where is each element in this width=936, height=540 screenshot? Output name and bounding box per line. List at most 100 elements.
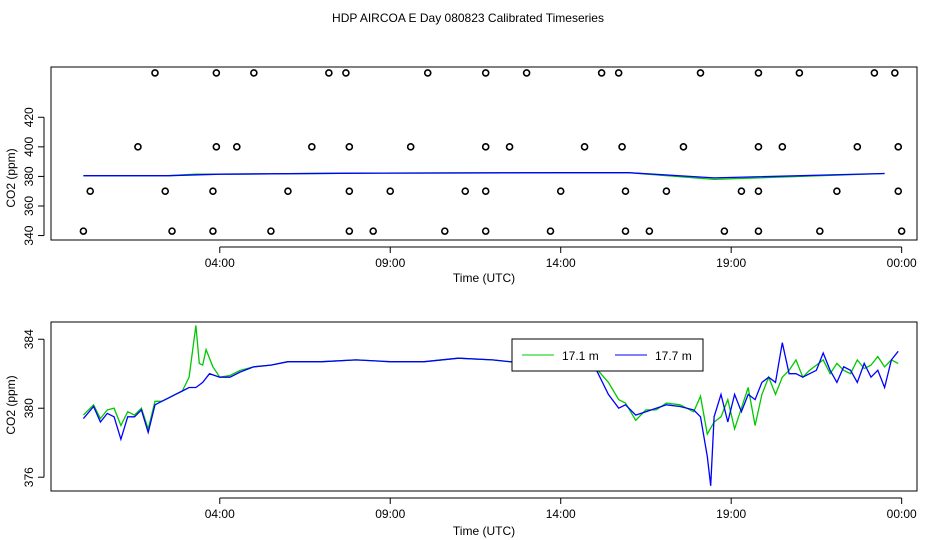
calibration-marker bbox=[345, 143, 354, 151]
calibration-marker bbox=[795, 69, 804, 77]
calibration-marker bbox=[833, 187, 841, 196]
calibration-marker bbox=[597, 69, 606, 77]
x-tick-label: 04:00 bbox=[205, 256, 235, 270]
calibration-marker bbox=[86, 187, 95, 196]
calibration-marker bbox=[870, 69, 879, 77]
y-tick-label: 400 bbox=[22, 137, 36, 157]
calibration-marker bbox=[618, 143, 626, 151]
calibration-marker bbox=[345, 187, 354, 196]
y-tick-label: 420 bbox=[22, 107, 36, 127]
chart-title: HDP AIRCOA E Day 080823 Calibrated Times… bbox=[332, 11, 604, 25]
calibration-marker bbox=[233, 143, 241, 151]
y-tick-label: 376 bbox=[22, 467, 36, 487]
calibration-marker bbox=[522, 69, 531, 77]
calibration-marker bbox=[621, 187, 630, 196]
series-line-blue bbox=[83, 172, 885, 179]
x-tick-label: 14:00 bbox=[546, 507, 576, 521]
x-tick-label: 09:00 bbox=[375, 256, 405, 270]
calibration-marker bbox=[250, 69, 258, 77]
calibration-marker bbox=[481, 69, 490, 77]
calibration-marker bbox=[737, 187, 746, 196]
calibration-marker bbox=[284, 187, 292, 196]
calibration-marker bbox=[209, 227, 217, 235]
calibration-marker bbox=[212, 143, 221, 151]
y-tick-label: 340 bbox=[22, 225, 36, 245]
calibration-marker bbox=[151, 69, 159, 77]
calibration-marker bbox=[212, 69, 221, 77]
calibration-marker bbox=[325, 69, 333, 77]
calibration-marker bbox=[696, 69, 705, 77]
calibration-marker bbox=[308, 143, 316, 151]
calibration-marker bbox=[679, 143, 688, 151]
calibration-marker bbox=[778, 143, 787, 151]
calibration-marker bbox=[209, 187, 217, 196]
calibration-marker bbox=[754, 69, 763, 77]
y-tick-label: 360 bbox=[22, 196, 36, 216]
calibration-marker bbox=[894, 143, 903, 151]
calibration-marker bbox=[662, 187, 671, 196]
x-tick-label: 00:00 bbox=[887, 507, 917, 521]
calibration-marker bbox=[423, 69, 432, 77]
bottom-x-axis: 04:00 09:00 14:00 19:00 00:00 bbox=[205, 497, 917, 521]
calibration-marker bbox=[168, 227, 176, 235]
calibration-marker bbox=[754, 143, 763, 151]
top-y-axis-label: CO2 (ppm) bbox=[4, 148, 18, 207]
y-tick-label: 380 bbox=[22, 166, 36, 186]
calibration-marker bbox=[546, 227, 555, 235]
calibration-marker bbox=[505, 143, 514, 151]
calibration-marker bbox=[720, 227, 729, 235]
calibration-marker bbox=[481, 187, 490, 196]
top-y-axis: 340 360 380 400 420 bbox=[22, 107, 45, 246]
calibration-marker bbox=[754, 187, 763, 196]
calibration-marker bbox=[161, 187, 170, 196]
top-series-lines bbox=[83, 172, 885, 181]
calibration-marker bbox=[481, 143, 490, 151]
calibration-marker bbox=[345, 227, 354, 235]
legend-label-17-1m: 17.1 m bbox=[562, 349, 599, 363]
x-tick-label: 19:00 bbox=[716, 507, 746, 521]
calibration-marker bbox=[386, 187, 395, 196]
calibration-marker bbox=[894, 187, 903, 196]
calibration-marker bbox=[79, 227, 88, 235]
calibration-marker bbox=[481, 227, 490, 235]
x-tick-label: 19:00 bbox=[716, 256, 746, 270]
calibration-marker bbox=[556, 187, 565, 196]
calibration-marker bbox=[342, 69, 350, 77]
top-markers bbox=[79, 69, 906, 235]
calibration-marker bbox=[369, 227, 377, 235]
calibration-marker bbox=[267, 227, 275, 235]
calibration-marker bbox=[816, 227, 824, 235]
x-tick-label: 09:00 bbox=[375, 507, 405, 521]
calibration-marker bbox=[621, 227, 630, 235]
bottom-y-axis-label: CO2 (ppm) bbox=[4, 375, 18, 434]
calibration-marker bbox=[645, 227, 654, 235]
calibration-marker bbox=[614, 69, 623, 77]
calibration-marker bbox=[853, 143, 862, 151]
bottom-x-axis-label: Time (UTC) bbox=[453, 524, 515, 538]
calibration-marker bbox=[891, 69, 899, 77]
calibration-marker bbox=[580, 143, 589, 151]
calibration-marker bbox=[134, 143, 142, 151]
x-tick-label: 04:00 bbox=[205, 507, 235, 521]
top-plot-frame bbox=[50, 66, 918, 241]
bottom-y-axis: 376 380 384 bbox=[22, 329, 45, 487]
top-x-axis-label: Time (UTC) bbox=[453, 271, 515, 285]
x-tick-label: 00:00 bbox=[887, 256, 917, 270]
x-tick-label: 14:00 bbox=[546, 256, 576, 270]
top-panel: 04:00 09:00 14:00 19:00 00:00 340 360 380 400 42… bbox=[4, 66, 918, 285]
legend: 17.1 m 17.7 m bbox=[511, 338, 704, 372]
top-x-axis: 04:00 09:00 14:00 19:00 00:00 bbox=[205, 246, 917, 270]
calibration-marker bbox=[754, 227, 763, 235]
y-tick-label: 380 bbox=[22, 398, 36, 418]
series-line-17-7-m bbox=[82, 342, 899, 486]
bottom-series-lines bbox=[82, 325, 899, 486]
bottom-panel: 04:00 09:00 14:00 19:00 00:00 376 380 384 Time… bbox=[4, 321, 918, 538]
calibration-marker bbox=[406, 143, 415, 151]
calibration-marker bbox=[897, 227, 906, 235]
legend-label-17-7m: 17.7 m bbox=[655, 349, 692, 363]
calibration-marker bbox=[440, 227, 449, 235]
calibration-marker bbox=[461, 187, 470, 196]
bottom-plot-frame bbox=[50, 321, 918, 492]
y-tick-label: 384 bbox=[22, 329, 36, 349]
